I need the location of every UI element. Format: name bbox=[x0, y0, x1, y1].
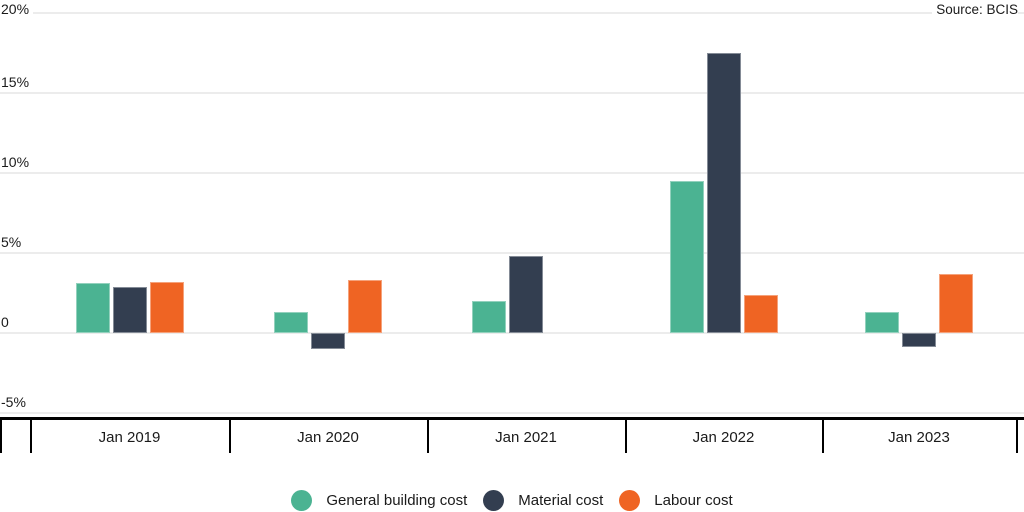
x-axis-tick bbox=[229, 417, 231, 453]
x-axis-label-jan-2021: Jan 2021 bbox=[495, 429, 557, 446]
bar-labour-cost-jan-2019 bbox=[149, 281, 184, 333]
y-axis-tick-label: 0 bbox=[0, 314, 13, 331]
legend-swatch-icon bbox=[483, 490, 505, 511]
x-axis-label-jan-2022: Jan 2022 bbox=[692, 429, 755, 446]
x-axis-label-jan-2023: Jan 2023 bbox=[888, 429, 950, 446]
legend-item-labour-cost: Labour cost bbox=[619, 490, 733, 511]
gridline-10 bbox=[0, 172, 1024, 174]
gridline-20 bbox=[0, 12, 1024, 14]
legend-item-material-cost: Material cost bbox=[483, 490, 603, 511]
y-axis-tick-label: 5% bbox=[0, 234, 26, 251]
legend-swatch-icon bbox=[291, 490, 313, 511]
bar-labour-cost-jan-2020 bbox=[348, 280, 382, 333]
bar-material-cost-jan-2023 bbox=[902, 333, 936, 348]
x-axis-tick bbox=[822, 417, 824, 453]
x-axis-label-jan-2019: Jan 2019 bbox=[98, 429, 161, 446]
gridline--5 bbox=[0, 412, 1024, 414]
x-axis-tick bbox=[0, 417, 2, 453]
legend-item-general-building-cost: General building cost bbox=[291, 490, 467, 511]
bar-material-cost-jan-2019 bbox=[112, 286, 147, 333]
x-axis-tick bbox=[625, 417, 627, 453]
legend-label: General building cost bbox=[326, 492, 468, 509]
x-axis-tick bbox=[30, 417, 32, 453]
x-axis-tick bbox=[427, 417, 429, 453]
bar-material-cost-jan-2021 bbox=[509, 256, 543, 333]
y-axis-tick-label: -5% bbox=[0, 394, 30, 411]
legend-label: Labour cost bbox=[654, 492, 733, 509]
bar-general-building-cost-jan-2023 bbox=[865, 312, 899, 333]
y-axis-tick-label: 15% bbox=[0, 74, 34, 91]
gridline-5 bbox=[0, 252, 1024, 254]
source-label: Source: BCIS bbox=[932, 2, 1018, 17]
bar-general-building-cost-jan-2021 bbox=[472, 301, 506, 333]
bar-labour-cost-jan-2023 bbox=[939, 273, 973, 333]
bar-material-cost-jan-2022 bbox=[706, 53, 741, 333]
legend-label: Material cost bbox=[518, 492, 604, 509]
x-axis-line bbox=[0, 417, 1024, 420]
bar-labour-cost-jan-2022 bbox=[743, 294, 778, 333]
legend-swatch-icon bbox=[619, 490, 641, 511]
bar-general-building-cost-jan-2020 bbox=[274, 312, 308, 333]
gridline-0 bbox=[0, 332, 1024, 334]
bar-material-cost-jan-2020 bbox=[311, 333, 345, 349]
x-axis-label-jan-2020: Jan 2020 bbox=[297, 429, 359, 446]
y-axis-tick-label: 20% bbox=[0, 1, 34, 18]
bar-general-building-cost-jan-2019 bbox=[75, 283, 110, 333]
bar-general-building-cost-jan-2022 bbox=[669, 181, 704, 333]
gridline-15 bbox=[0, 92, 1024, 94]
y-axis-tick-label: 10% bbox=[0, 154, 34, 171]
legend: General building cost Material cost Labour… bbox=[0, 490, 1024, 511]
x-axis-tick bbox=[1016, 417, 1018, 453]
